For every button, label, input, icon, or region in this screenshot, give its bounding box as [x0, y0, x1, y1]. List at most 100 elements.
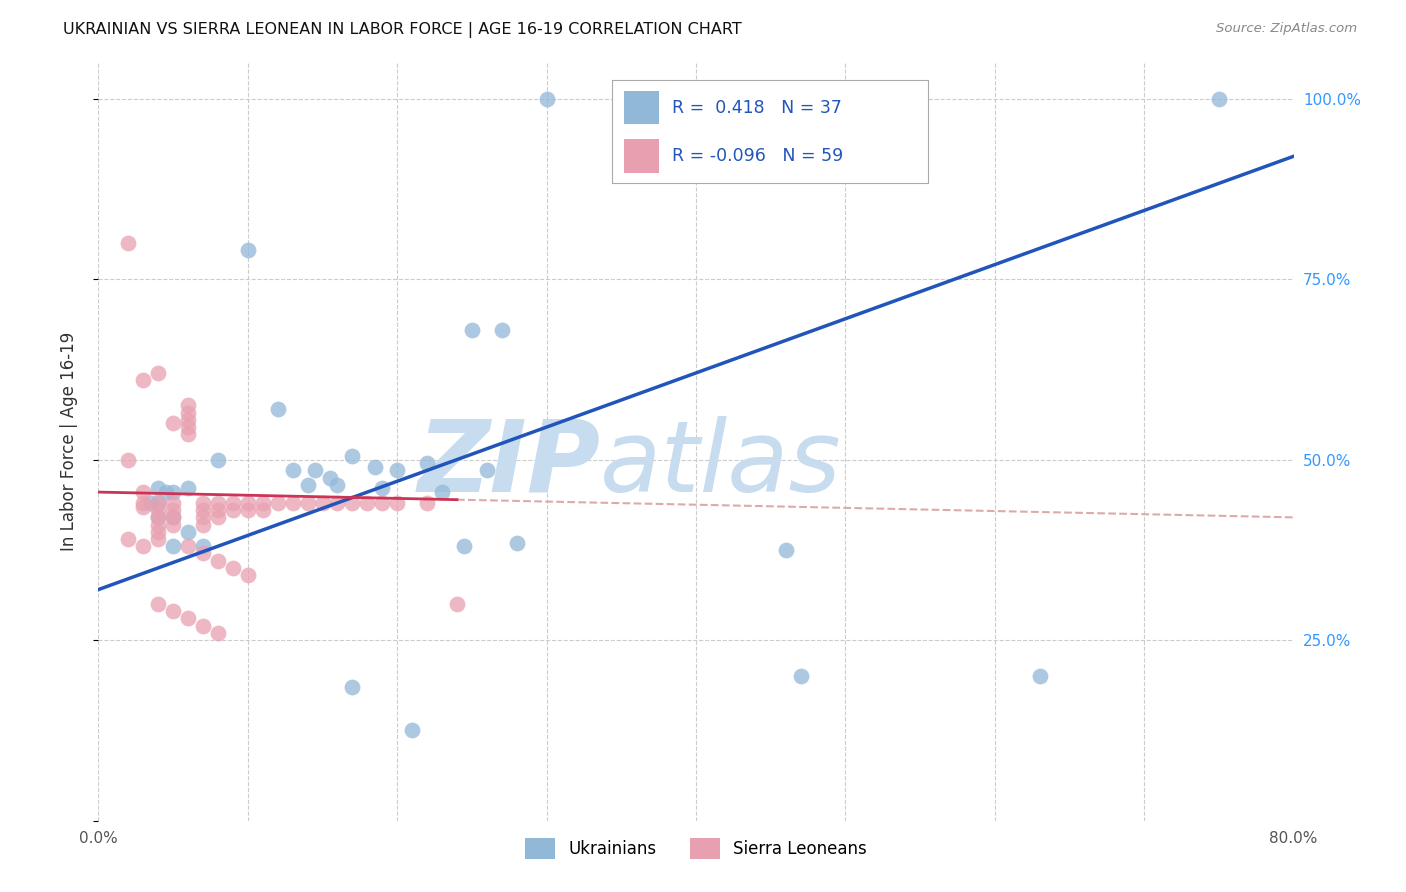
Point	[191, 539, 214, 553]
Point	[236, 568, 259, 582]
Point	[162, 417, 184, 431]
Point	[775, 542, 797, 557]
Point	[1208, 91, 1230, 105]
FancyBboxPatch shape	[624, 139, 659, 173]
Point	[536, 91, 558, 105]
Point	[177, 427, 200, 442]
Point	[311, 496, 333, 510]
Point	[222, 496, 245, 510]
Point	[430, 485, 453, 500]
Point	[148, 482, 170, 496]
Point	[236, 503, 259, 517]
Point	[416, 496, 439, 510]
Point	[491, 323, 513, 337]
Point	[191, 546, 214, 560]
Point	[1028, 669, 1050, 683]
Point	[342, 496, 364, 510]
Point	[385, 463, 409, 477]
Point	[222, 503, 245, 517]
Point	[252, 503, 274, 517]
Point	[236, 243, 259, 257]
Point	[191, 510, 214, 524]
Point	[162, 604, 184, 618]
Point	[139, 496, 162, 510]
Point	[207, 510, 229, 524]
Point	[356, 496, 378, 510]
Text: Source: ZipAtlas.com: Source: ZipAtlas.com	[1216, 22, 1357, 36]
Point	[401, 723, 423, 738]
Point	[162, 496, 184, 510]
Legend: Ukrainians, Sierra Leoneans: Ukrainians, Sierra Leoneans	[519, 831, 873, 865]
Point	[155, 485, 177, 500]
Point	[789, 669, 811, 683]
Text: R = -0.096   N = 59: R = -0.096 N = 59	[672, 147, 844, 165]
Point	[148, 532, 170, 546]
Point	[281, 463, 304, 477]
Point	[252, 496, 274, 510]
Point	[117, 235, 139, 250]
Point	[475, 463, 498, 477]
Point	[267, 402, 290, 417]
Point	[148, 524, 170, 539]
Point	[207, 496, 229, 510]
Point	[132, 500, 155, 514]
Point	[162, 485, 184, 500]
Point	[191, 517, 214, 532]
Point	[148, 517, 170, 532]
Point	[177, 406, 200, 420]
Point	[319, 470, 342, 484]
Y-axis label: In Labor Force | Age 16-19: In Labor Force | Age 16-19	[59, 332, 77, 551]
Point	[267, 496, 290, 510]
Point	[148, 510, 170, 524]
Point	[371, 496, 394, 510]
Text: UKRAINIAN VS SIERRA LEONEAN IN LABOR FORCE | AGE 16-19 CORRELATION CHART: UKRAINIAN VS SIERRA LEONEAN IN LABOR FOR…	[63, 22, 742, 38]
Point	[326, 478, 349, 492]
FancyBboxPatch shape	[624, 91, 659, 124]
Point	[117, 452, 139, 467]
Point	[132, 539, 155, 553]
Text: ZIP: ZIP	[418, 416, 600, 513]
Point	[148, 496, 170, 510]
Point	[371, 482, 394, 496]
Point	[117, 532, 139, 546]
Text: R =  0.418   N = 37: R = 0.418 N = 37	[672, 99, 842, 117]
Point	[297, 478, 319, 492]
Point	[177, 482, 200, 496]
Point	[148, 366, 170, 380]
Point	[177, 539, 200, 553]
Point	[132, 496, 155, 510]
Point	[191, 618, 214, 632]
Point	[207, 626, 229, 640]
Point	[364, 459, 387, 474]
Point	[297, 496, 319, 510]
Point	[132, 373, 155, 387]
Point	[148, 503, 170, 517]
Point	[148, 510, 170, 524]
Point	[207, 503, 229, 517]
Point	[177, 524, 200, 539]
Point	[326, 496, 349, 510]
Point	[191, 503, 214, 517]
Point	[177, 413, 200, 427]
Point	[162, 503, 184, 517]
Point	[446, 597, 468, 611]
Point	[342, 680, 364, 694]
Point	[304, 463, 326, 477]
Text: atlas: atlas	[600, 416, 842, 513]
Point	[162, 510, 184, 524]
Point	[177, 611, 200, 625]
Point	[191, 496, 214, 510]
Point	[453, 539, 475, 553]
Point	[148, 597, 170, 611]
Point	[148, 496, 170, 510]
Point	[385, 496, 409, 510]
Point	[162, 510, 184, 524]
Point	[281, 496, 304, 510]
Point	[207, 452, 229, 467]
Point	[342, 449, 364, 463]
Point	[461, 323, 484, 337]
Point	[162, 539, 184, 553]
Point	[506, 535, 529, 549]
Point	[132, 485, 155, 500]
Point	[177, 420, 200, 434]
